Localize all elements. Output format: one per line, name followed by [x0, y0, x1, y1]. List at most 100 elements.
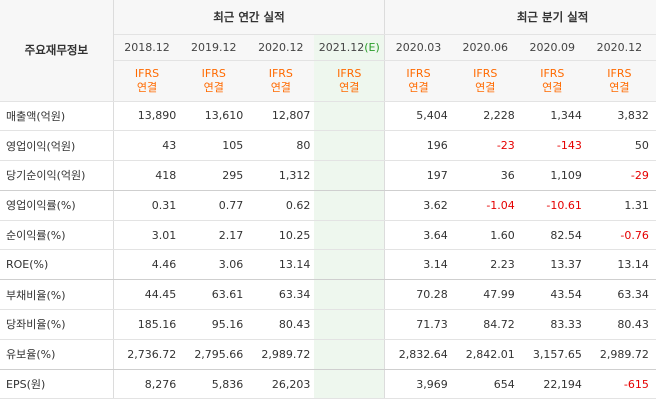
annual-value-cell [314, 369, 386, 400]
quarter-value-cell: 63.09 [652, 309, 656, 340]
ifrs-text: IFRS [540, 66, 565, 80]
quarter-value-cell: 36 [451, 160, 519, 191]
quarter-value-cell: 134 [652, 160, 656, 191]
consolidated-text: 연결 [203, 80, 224, 94]
annual-date-header: 2021.12(E) [314, 34, 386, 61]
quarter-value-cell: -143 [518, 130, 586, 162]
quarter-value-cell: 2,832.64 [384, 339, 452, 370]
table-row: 매출액(억원) 13,890 13,610 12,807 5,404 2,228 1,344… [0, 101, 656, 132]
annual-value-cell: 1,312 [247, 160, 315, 191]
row-label: 부채비율(%) [0, 279, 114, 311]
annual-value-cell [314, 220, 386, 251]
annual-value-cell: 0.31 [113, 190, 181, 221]
annual-date-header: 2019.12 [180, 34, 248, 61]
annual-value-cell: 185.16 [113, 309, 181, 340]
quarter-value-cell: 2.60 [652, 220, 656, 251]
annual-value-cell [314, 249, 386, 281]
annual-value-cell [314, 101, 386, 132]
table-body: 매출액(억원) 13,890 13,610 12,807 5,404 2,228 1,344… [0, 101, 656, 400]
quarter-value-cell: 2,842.01 [451, 339, 519, 370]
annual-value-cell: 10.25 [247, 220, 315, 251]
quarter-date-header: 2020.06 [451, 34, 519, 61]
row-label: 유보율(%) [0, 339, 114, 370]
consolidated-text: 연결 [542, 80, 563, 94]
row-label: 당기순이익(억원) [0, 160, 114, 191]
estimate-mark: (E) [364, 40, 380, 54]
quarter-value-cell: 654 [451, 369, 519, 400]
consolidated-text: 연결 [609, 80, 630, 94]
consolidated-text: 연결 [270, 80, 291, 94]
annual-value-cell: 26,203 [247, 369, 315, 400]
ifrs-text: IFRS [134, 66, 160, 80]
quarter-date-header: 2020.03 [384, 34, 452, 61]
quarter-value-cell: 13.37 [518, 249, 586, 281]
estimate-date: 2021.12 [318, 40, 365, 54]
annual-value-cell: 3.06 [180, 249, 248, 281]
annual-value-cell: 2,795.66 [180, 339, 248, 370]
quarter-value-cell: 13.14 [585, 249, 653, 281]
quarter-value-cell: 70.28 [384, 279, 452, 311]
quarter-value-cell: 2,689 [652, 369, 656, 400]
quarter-value-cell: 5,404 [384, 101, 452, 132]
quarter-date-header: 2020.09 [518, 34, 586, 61]
quarter-value-cell: 2,989.72 [585, 339, 653, 370]
annual-value-cell: 95.16 [180, 309, 248, 340]
row-label: 순이익률(%) [0, 220, 114, 251]
annual-value-cell [314, 339, 386, 370]
annual-date-header: 2018.12 [113, 34, 181, 61]
quarter-value-cell: 3,008.40 [652, 339, 656, 370]
annual-value-cell [314, 309, 386, 340]
quarter-value-cell: 71.73 [384, 309, 452, 340]
row-label: EPS(원) [0, 369, 114, 400]
quarter-value-cell: 3.14 [384, 249, 452, 281]
quarter-value-cell: 1.31 [585, 190, 653, 221]
table-row: EPS(원) 8,276 5,836 26,203 3,969 654 22,194 -615… [0, 369, 656, 400]
annual-value-cell: 5,836 [180, 369, 248, 400]
quarter-value-cell: 83.33 [518, 309, 586, 340]
quarter-value-cell: -29 [585, 160, 653, 191]
quarter-value-cell: -0.76 [585, 220, 653, 251]
quarter-value-cell: 196 [384, 130, 452, 162]
table-row: 유보율(%) 2,736.72 2,795.66 2,989.72 2,832.64 2,… [0, 339, 656, 370]
table-row: 영업이익률(%)0.310.770.62 3.62-1.04-10.611.312… [0, 190, 656, 221]
table-row: 부채비율(%) 44.45 63.61 63.34 70.28 47.99 43.54 63.… [0, 279, 656, 311]
quarter-value-cell: 82.54 [518, 220, 586, 251]
ifrs-text: IFRS [406, 66, 431, 80]
annual-value-cell: 3.01 [113, 220, 181, 251]
quarter-value-cell: 5,172 [652, 101, 656, 132]
quarter-value-cell: -10.61 [518, 190, 586, 221]
annual-value-cell [314, 160, 386, 191]
annual-value-cell [314, 190, 386, 221]
annual-value-cell: 295 [180, 160, 248, 191]
quarter-value-cell: 80.43 [585, 309, 653, 340]
quarter-value-cell: 2.63 [652, 190, 656, 221]
annual-value-cell: 13,610 [180, 101, 248, 132]
annual-value-cell: 13,890 [113, 101, 181, 132]
quarter-value-cell: -615 [585, 369, 653, 400]
quarter-value-cell: 3,832 [585, 101, 653, 132]
annual-value-cell: 12,807 [247, 101, 315, 132]
annual-value-cell: 4.46 [113, 249, 181, 281]
quarter-value-cell: 43.54 [518, 279, 586, 311]
ifrs-text: IFRS [607, 66, 632, 80]
annual-value-cell: 418 [113, 160, 181, 191]
annual-value-cell: 80.43 [247, 309, 315, 340]
ifrs-text: IFRS [473, 66, 498, 80]
quarter-value-cell: 2.23 [451, 249, 519, 281]
quarter-value-cell: 197 [384, 160, 452, 191]
annual-value-cell: 2,736.72 [113, 339, 181, 370]
consolidated-text: 연결 [408, 80, 429, 94]
annual-value-cell [314, 279, 386, 311]
table-row: ROE(%)4.463.0613.143.142.2313.3713.1412.… [0, 249, 656, 281]
table-row: 당좌비율(%) 185.16 95.16 80.43 71.73 84.72 83.33 80… [0, 309, 656, 340]
